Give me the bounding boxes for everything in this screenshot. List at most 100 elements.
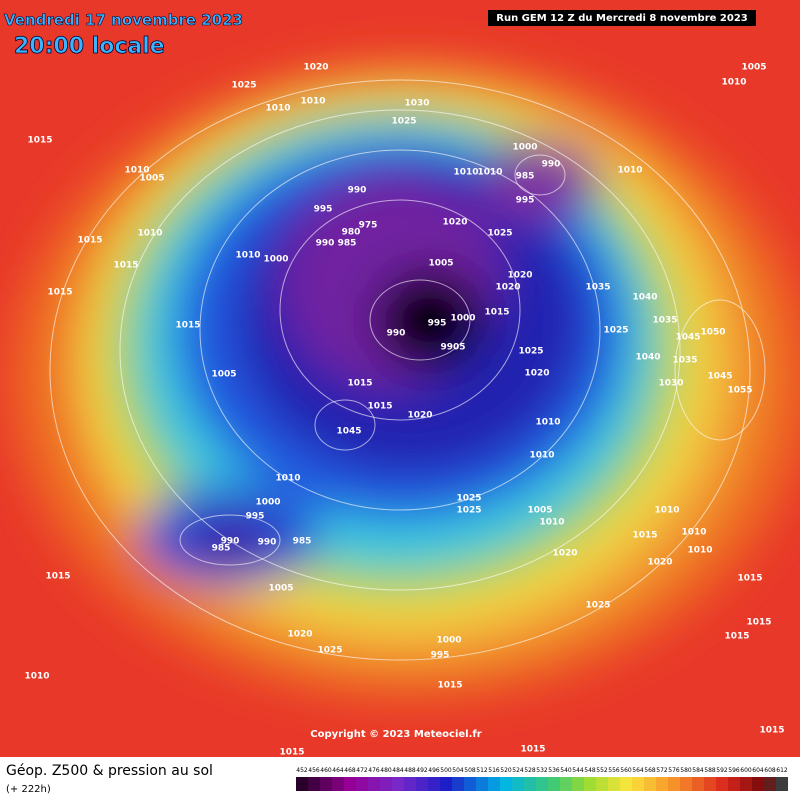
isobar-label: 1015 <box>737 574 762 584</box>
legend-swatch <box>560 777 572 791</box>
isobar-label: 1000 <box>512 143 537 153</box>
isobar-label: 1010 <box>124 166 149 176</box>
copyright: Copyright © 2023 Meteociel.fr <box>310 729 481 740</box>
forecast-date: Vendredi 17 novembre 2023 <box>4 11 243 29</box>
isobar-label: 1015 <box>45 572 70 582</box>
isobar-label: 1005 <box>268 584 293 594</box>
legend-label: 556 <box>608 767 620 774</box>
isobar-label: 1005 <box>211 370 236 380</box>
legend-swatch <box>512 777 524 791</box>
footer-title: Géop. Z500 & pression au sol <box>6 763 213 779</box>
legend-label: 488 <box>404 767 416 774</box>
legend-swatch <box>668 777 680 791</box>
legend-swatch <box>440 777 452 791</box>
isobar-label: 1025 <box>317 646 342 656</box>
isobar-label: 1010 <box>235 251 260 261</box>
isobar-label: 1010 <box>681 528 706 538</box>
isobar-label: 985 <box>212 544 231 554</box>
legend-label: 600 <box>740 767 752 774</box>
legend-label: 592 <box>716 767 728 774</box>
legend-label: 596 <box>728 767 740 774</box>
legend-swatch <box>416 777 428 791</box>
isobar-label: 1010 <box>265 104 290 114</box>
isobar-label: 1025 <box>456 494 481 504</box>
legend-label: 612 <box>776 767 788 774</box>
legend-swatch <box>296 777 308 791</box>
legend-swatch <box>680 777 692 791</box>
isobar-label: 1015 <box>437 681 462 691</box>
legend-label: 584 <box>692 767 704 774</box>
isobar-label: 1040 <box>635 353 660 363</box>
legend-swatch <box>320 777 332 791</box>
isobar-label: 1015 <box>759 726 784 736</box>
legend-swatch <box>764 777 776 791</box>
legend-label: 568 <box>644 767 656 774</box>
isobar-label: 980 <box>342 228 361 238</box>
isobar-label: 1010 <box>687 546 712 556</box>
isobar-label: 1035 <box>585 283 610 293</box>
legend-swatch <box>368 777 380 791</box>
isobar-label: 1020 <box>407 411 432 421</box>
isobar-label: 990 <box>348 186 367 196</box>
legend-swatch <box>488 777 500 791</box>
isobar-label: 1015 <box>27 136 52 146</box>
isobar-label: 1050 <box>700 328 725 338</box>
isobar-label: 990 <box>258 538 277 548</box>
isobar-label: 995 <box>246 512 265 522</box>
legend-swatch <box>596 777 608 791</box>
legend-label: 452 <box>296 767 308 774</box>
legend-swatch <box>548 777 560 791</box>
isobar-label: 1025 <box>487 229 512 239</box>
isobar-label: 1015 <box>484 308 509 318</box>
isobar-label: 1035 <box>672 356 697 366</box>
isobar-label: 1020 <box>507 271 532 281</box>
legend-label: 464 <box>332 767 344 774</box>
legend-swatch <box>308 777 320 791</box>
legend-label: 576 <box>668 767 680 774</box>
isobar-label: 1015 <box>632 531 657 541</box>
isobar-label: 990 <box>221 537 240 547</box>
legend-swatch <box>344 777 356 791</box>
isobar-label: 1025 <box>391 117 416 127</box>
isobar-label: 1020 <box>442 218 467 228</box>
legend-swatch <box>752 777 764 791</box>
isobar-label: 1010 <box>539 518 564 528</box>
run-info: Run GEM 12 Z du Mercredi 8 novembre 2023 <box>496 13 748 24</box>
isobar-label: 1010 <box>721 78 746 88</box>
legend-swatch <box>728 777 740 791</box>
isobar-label: 1015 <box>520 745 545 755</box>
isobar-label: 990 <box>542 160 561 170</box>
isobar-label: 1010 <box>453 168 478 178</box>
isobar-label: 1010 <box>535 418 560 428</box>
legend-label: 500 <box>440 767 452 774</box>
isobar-label: 1005 <box>139 174 164 184</box>
isobar-label: 1015 <box>279 748 304 758</box>
isobar-label: 1010 <box>275 474 300 484</box>
legend-label: 564 <box>632 767 644 774</box>
isobar-label: 1020 <box>552 549 577 559</box>
legend-swatch <box>692 777 704 791</box>
forecast-time: 20:00 locale <box>14 34 165 59</box>
legend-label: 580 <box>680 767 692 774</box>
legend-label: 496 <box>428 767 440 774</box>
legend-swatch <box>476 777 488 791</box>
isobar-label: 1025 <box>603 326 628 336</box>
legend-swatch <box>332 777 344 791</box>
isobar-label: 1020 <box>524 369 549 379</box>
legend-swatch <box>572 777 584 791</box>
legend-label: 516 <box>488 767 500 774</box>
isobar-label: 1000 <box>255 498 280 508</box>
isobar-label: 1015 <box>113 261 138 271</box>
isobar-label: 1055 <box>727 386 752 396</box>
isobar-label: 1005 <box>527 506 552 516</box>
isobar-label: 1010 <box>654 506 679 516</box>
legend-label: 608 <box>764 767 776 774</box>
legend-label: 476 <box>368 767 380 774</box>
isobar-label: 1010 <box>529 451 554 461</box>
legend-label: 524 <box>512 767 524 774</box>
isobar-label: 1010 <box>24 672 49 682</box>
legend-swatch <box>356 777 368 791</box>
isobar-label: 1015 <box>746 618 771 628</box>
isobar-label: 1025 <box>231 81 256 91</box>
legend-label: 544 <box>572 767 584 774</box>
